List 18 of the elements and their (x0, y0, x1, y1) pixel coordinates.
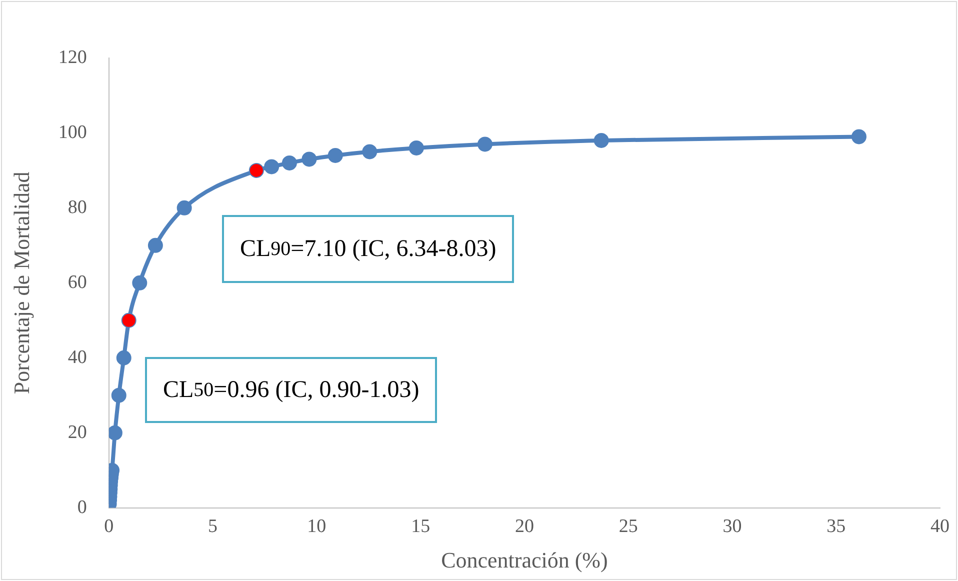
x-tick-label: 25 (618, 516, 638, 538)
x-tick-label: 15 (411, 516, 430, 538)
y-tick-label: 100 (58, 122, 87, 143)
y-tick-label: 60 (68, 272, 87, 293)
x-tick-label: 5 (208, 516, 218, 538)
x-tick-label: 40 (930, 516, 950, 538)
x-tick-label: 10 (307, 516, 326, 538)
x-axis-title: Concentración (%) (441, 548, 608, 573)
y-tick-label: 80 (68, 196, 87, 218)
x-tick-label: 35 (826, 516, 846, 538)
x-tick-label: 20 (514, 516, 534, 538)
y-tick-label: 20 (68, 422, 87, 443)
y-tick-label: 0 (77, 496, 87, 518)
y-tick-label: 120 (58, 46, 87, 68)
x-tick-label: 0 (104, 516, 114, 538)
y-tick-label: 40 (68, 346, 87, 368)
y-axis-title: Porcentaje de Mortalidad (8, 172, 34, 394)
x-tick-label: 30 (722, 516, 742, 538)
